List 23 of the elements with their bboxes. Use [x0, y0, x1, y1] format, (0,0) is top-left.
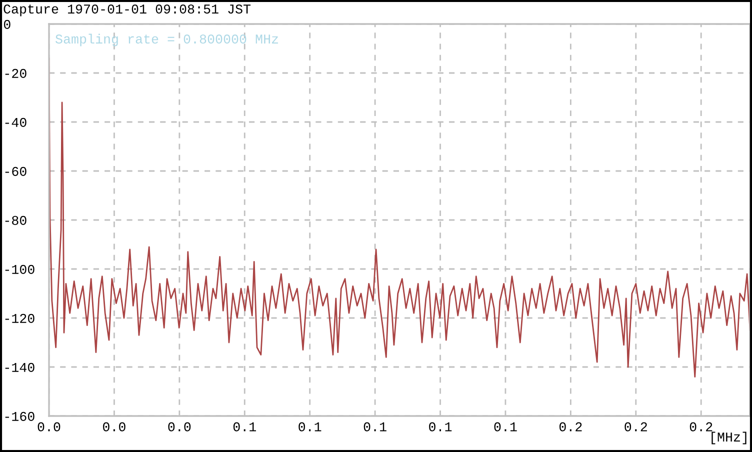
y-tick-label: 0: [4, 20, 10, 29]
x-tick-label: 0.1: [494, 422, 517, 432]
x-tick-label: 0.2: [624, 422, 647, 432]
x-tick-label: 0.0: [168, 422, 191, 432]
x-axis-title: [MHz]: [712, 432, 746, 444]
x-tick-label: 0.0: [38, 422, 60, 432]
y-tick-label: -80: [5, 216, 26, 225]
x-tick-label: 0.1: [233, 422, 256, 432]
chart-title: Capture 1970-01-01 09:08:51 JST: [4, 4, 251, 16]
x-tick-label: 0.0: [103, 422, 126, 432]
x-tick-label: 0.2: [690, 422, 712, 432]
annotation: Sampling rate = 0.800000 MHz: [56, 34, 278, 46]
y-tick-label: -120: [5, 314, 34, 323]
y-tick-label: -40: [5, 118, 26, 127]
y-tick-label: -160: [5, 412, 34, 421]
y-tick-label: -20: [5, 68, 26, 78]
x-tick-label: 0.1: [298, 422, 322, 432]
y-tick-label: -60: [5, 166, 26, 176]
y-tick-label: -100: [5, 264, 34, 274]
x-tick-label: 0.2: [559, 422, 582, 432]
x-tick-label: 0.1: [364, 422, 386, 432]
y-tick-label: -140: [5, 362, 34, 372]
x-tick-label: 0.1: [429, 422, 452, 432]
